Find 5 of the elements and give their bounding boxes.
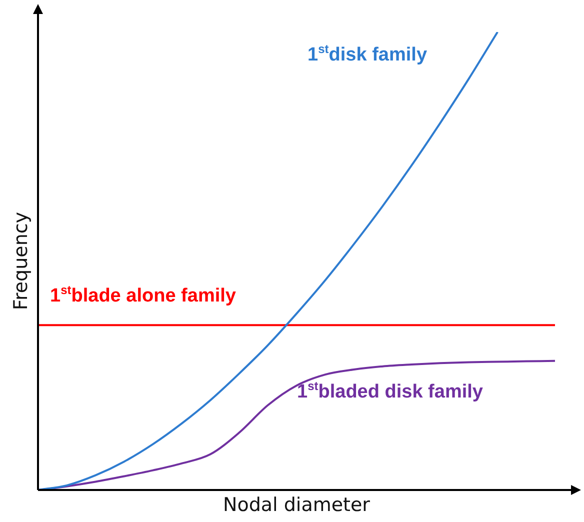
series-label: 1$^{st}$bladed disk family	[297, 378, 483, 404]
text: 1$^{st}$disk family	[308, 42, 428, 66]
y-axis-title: Frequency	[10, 212, 32, 310]
series-label: 1$^{st}$blade alone family	[50, 283, 236, 308]
x-axis-title: Nodal diameter	[223, 494, 370, 516]
